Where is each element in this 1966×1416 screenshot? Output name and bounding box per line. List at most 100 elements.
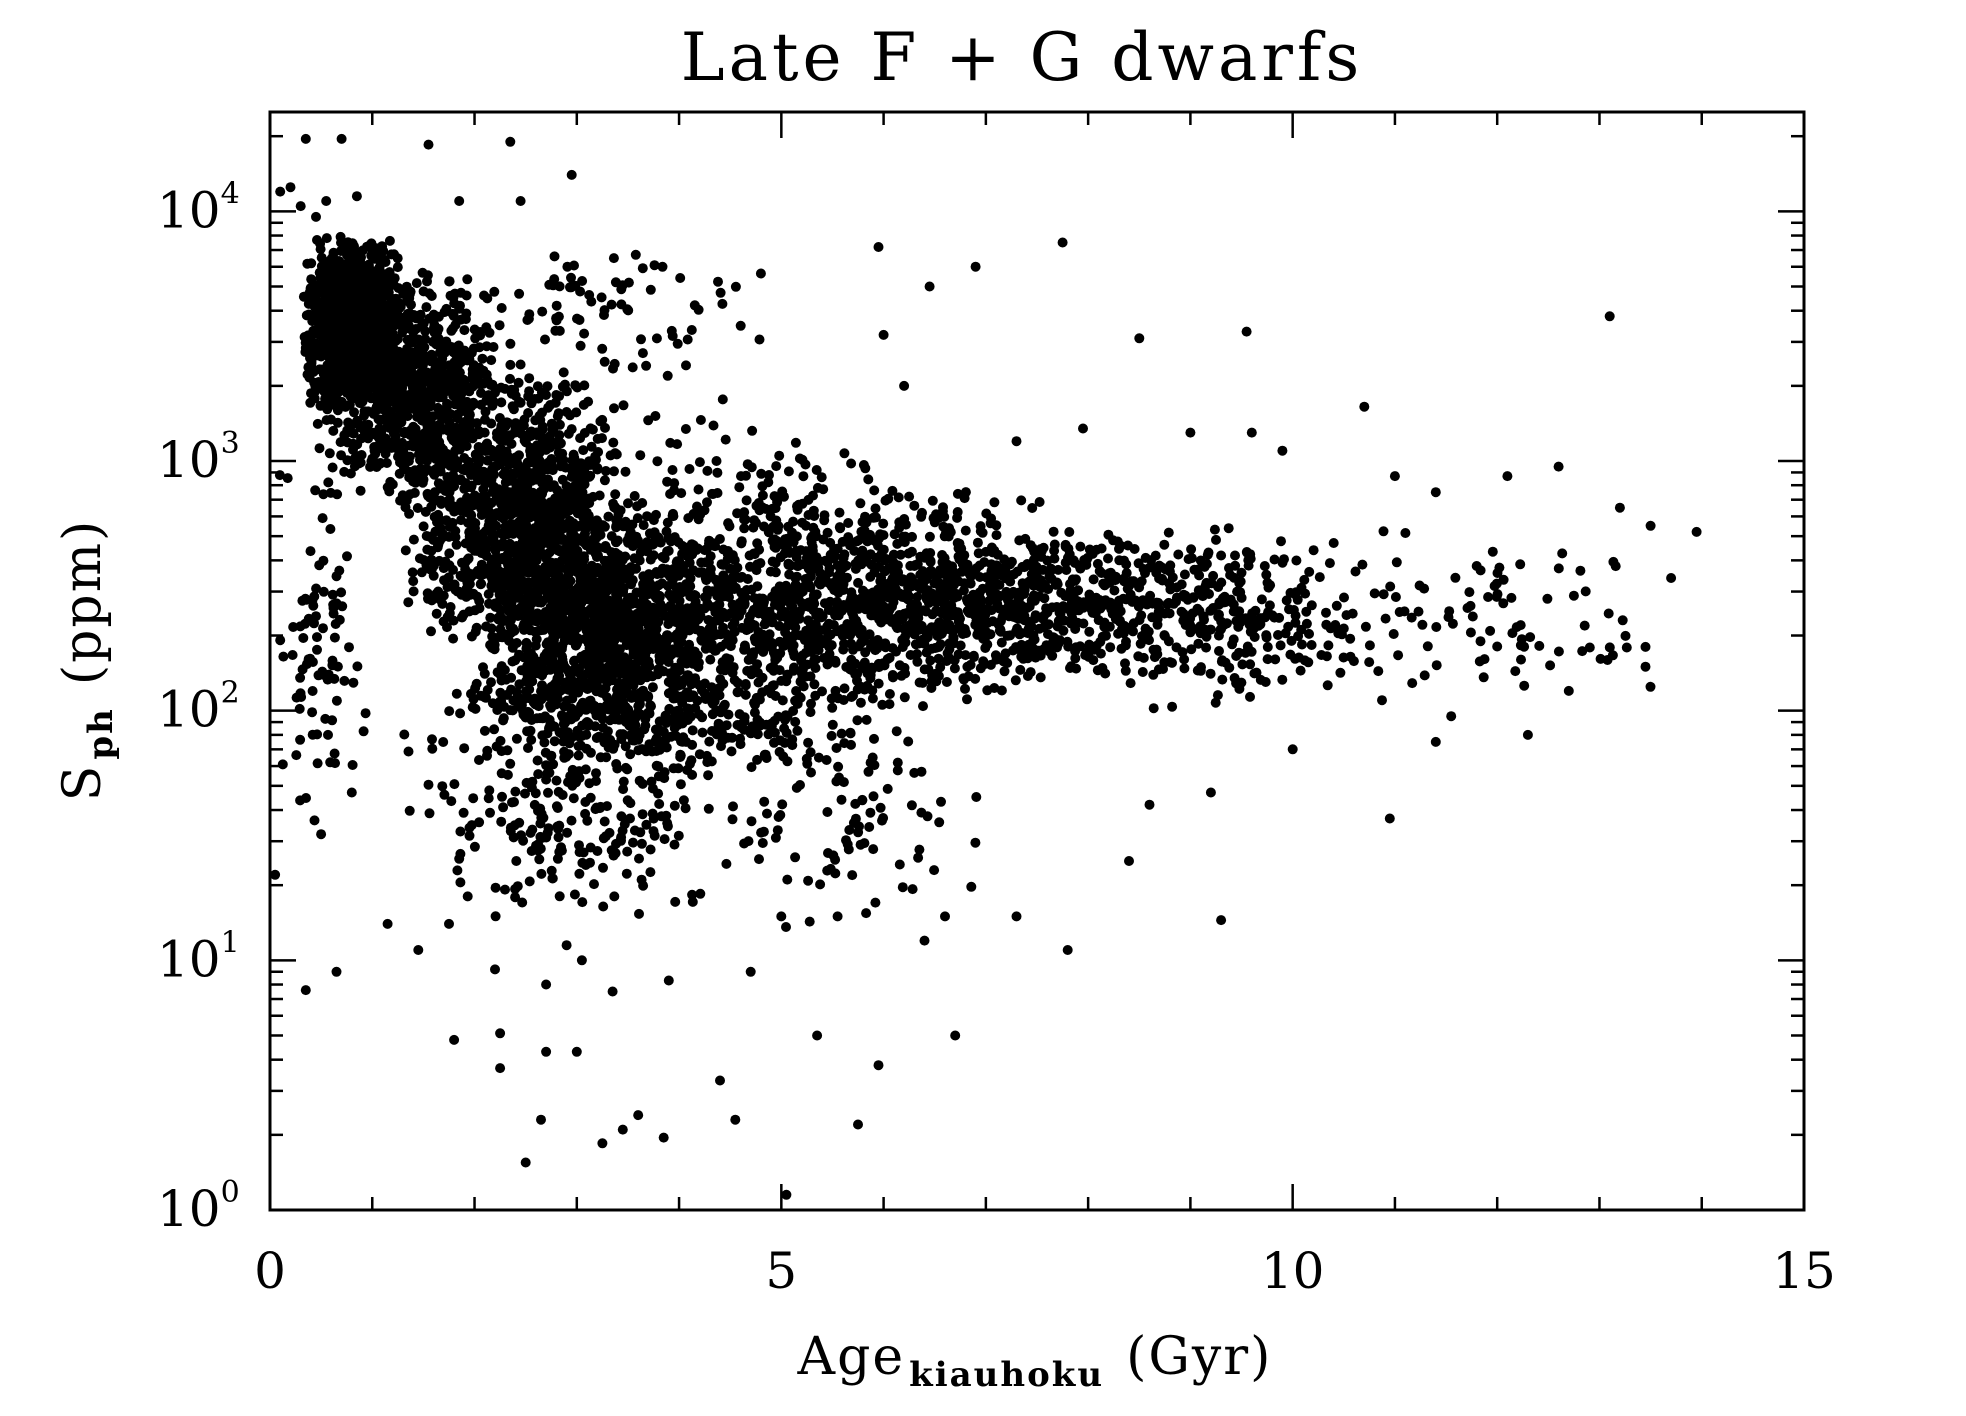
data-point (309, 393, 320, 404)
data-point (300, 985, 311, 996)
data-point (448, 615, 459, 626)
data-point (442, 472, 453, 482)
data-point (727, 635, 738, 646)
data-point (534, 410, 545, 421)
data-point (404, 508, 415, 519)
data-point (444, 487, 455, 498)
data-point (497, 632, 508, 643)
data-point (480, 491, 491, 501)
data-point (411, 427, 422, 438)
data-points (270, 133, 1702, 1200)
data-point (583, 638, 594, 649)
data-point (530, 640, 541, 651)
data-point (833, 761, 844, 772)
data-point (643, 415, 654, 426)
data-point (514, 426, 525, 437)
data-point (435, 481, 446, 492)
data-point (610, 448, 621, 459)
data-point (399, 729, 410, 740)
data-point (452, 361, 463, 372)
data-point (560, 727, 571, 738)
data-point (384, 235, 395, 246)
data-point (575, 554, 586, 565)
data-point (346, 787, 357, 798)
data-point (389, 427, 400, 438)
data-point (478, 365, 489, 376)
data-point (524, 684, 535, 695)
data-point (688, 540, 699, 551)
data-point (647, 539, 658, 550)
data-point (1430, 487, 1441, 498)
data-point (747, 425, 758, 436)
data-point (668, 763, 679, 774)
data-point (695, 415, 706, 425)
data-point (570, 470, 581, 481)
data-point (803, 737, 814, 748)
data-point (715, 1075, 725, 1086)
data-point (355, 485, 366, 496)
data-point (408, 534, 419, 545)
data-point (656, 644, 667, 654)
data-point (536, 1114, 546, 1125)
data-point (741, 495, 752, 506)
data-point (363, 340, 374, 351)
data-point (448, 633, 459, 644)
data-point (536, 625, 547, 636)
data-point (476, 559, 487, 570)
data-point (715, 674, 726, 685)
data-point (408, 576, 419, 587)
data-point (574, 588, 585, 599)
data-point (558, 736, 569, 747)
data-point (1277, 445, 1288, 456)
data-point (757, 502, 768, 513)
data-point (456, 387, 467, 398)
data-point (362, 423, 373, 434)
data-point (812, 1030, 823, 1041)
data-point (451, 370, 462, 381)
data-point (357, 379, 368, 390)
data-point (667, 465, 678, 475)
data-point (406, 299, 416, 310)
data-point (469, 841, 480, 852)
data-point (430, 464, 441, 475)
data-point (330, 266, 341, 277)
data-point (489, 461, 500, 472)
data-point (328, 281, 339, 292)
data-point (585, 792, 596, 803)
data-point (631, 587, 642, 598)
data-point (423, 779, 434, 790)
data-point (341, 370, 352, 381)
data-point (375, 306, 386, 317)
data-point (469, 399, 480, 409)
data-point (613, 574, 624, 584)
data-point (1666, 573, 1677, 583)
data-point (777, 695, 788, 706)
data-point (553, 667, 564, 678)
data-point (392, 262, 403, 273)
data-point (702, 465, 713, 476)
data-point (342, 437, 353, 448)
data-point (490, 538, 501, 549)
data-point (1144, 799, 1155, 810)
data-point (675, 614, 686, 625)
data-point (638, 520, 649, 531)
data-point (456, 515, 466, 526)
data-point (349, 241, 359, 252)
data-point (1563, 685, 1574, 696)
data-point (349, 255, 360, 266)
data-point (423, 448, 434, 459)
data-point (485, 612, 496, 623)
data-point (393, 317, 404, 328)
data-point (523, 391, 534, 402)
data-point (557, 509, 568, 520)
data-point (373, 432, 384, 443)
data-point (552, 545, 563, 556)
data-point (442, 622, 452, 633)
data-point (426, 626, 436, 637)
data-point (597, 1138, 608, 1149)
data-point (774, 450, 785, 461)
data-point (496, 382, 507, 393)
data-point (439, 457, 449, 468)
data-point (643, 620, 654, 631)
data-point (751, 565, 762, 576)
